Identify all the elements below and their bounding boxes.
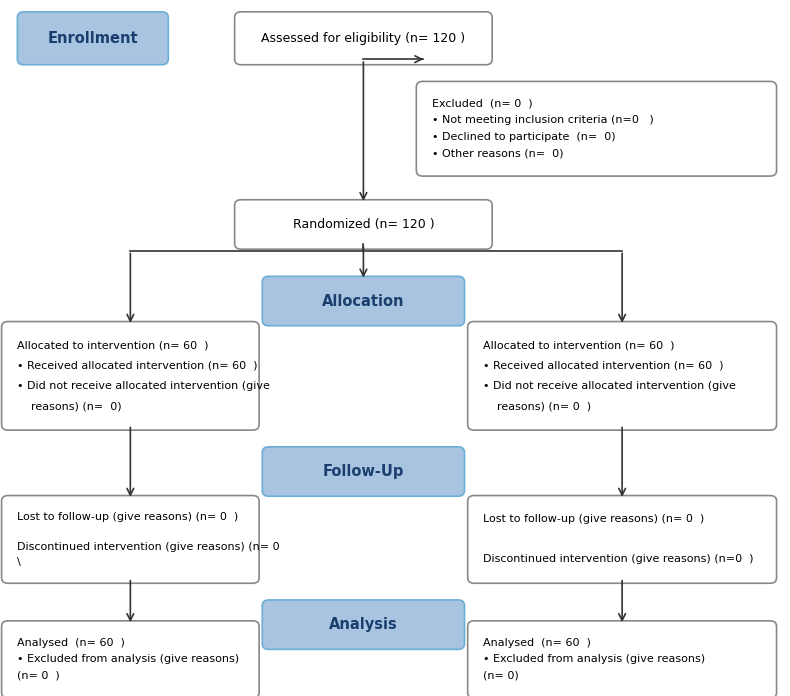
Text: (n= 0): (n= 0) (483, 671, 519, 681)
Text: • Declined to participate  (n=  0): • Declined to participate (n= 0) (432, 132, 615, 142)
Text: Assessed for eligibility (n= 120 ): Assessed for eligibility (n= 120 ) (261, 32, 465, 45)
Text: Lost to follow-up (give reasons) (n= 0  ): Lost to follow-up (give reasons) (n= 0 ) (483, 514, 705, 525)
Text: • Excluded from analysis (give reasons): • Excluded from analysis (give reasons) (483, 654, 705, 665)
Text: Excluded  (n= 0  ): Excluded (n= 0 ) (432, 99, 532, 109)
Text: Analysis: Analysis (329, 617, 398, 632)
Text: • Not meeting inclusion criteria (n=0   ): • Not meeting inclusion criteria (n=0 ) (432, 116, 654, 125)
Text: Discontinued intervention (give reasons) (n= 0: Discontinued intervention (give reasons)… (17, 542, 280, 552)
FancyBboxPatch shape (468, 322, 777, 430)
Text: Randomized (n= 120 ): Randomized (n= 120 ) (292, 218, 435, 231)
Text: • Other reasons (n=  0): • Other reasons (n= 0) (432, 149, 563, 159)
Text: Discontinued intervention (give reasons) (n=0  ): Discontinued intervention (give reasons)… (483, 554, 754, 564)
Text: (n= 0  ): (n= 0 ) (17, 671, 60, 681)
Text: Allocation: Allocation (322, 294, 404, 308)
Text: reasons) (n= 0  ): reasons) (n= 0 ) (483, 401, 592, 411)
Text: • Did not receive allocated intervention (give: • Did not receive allocated intervention… (483, 381, 736, 391)
FancyBboxPatch shape (2, 322, 259, 430)
Text: • Received allocated intervention (n= 60  ): • Received allocated intervention (n= 60… (17, 361, 258, 371)
Text: • Did not receive allocated intervention (give: • Did not receive allocated intervention… (17, 381, 270, 391)
Text: reasons) (n=  0): reasons) (n= 0) (17, 401, 122, 411)
Text: • Excluded from analysis (give reasons): • Excluded from analysis (give reasons) (17, 654, 239, 665)
Text: Allocated to intervention (n= 60  ): Allocated to intervention (n= 60 ) (483, 340, 675, 351)
FancyBboxPatch shape (468, 621, 777, 696)
FancyBboxPatch shape (17, 12, 168, 65)
FancyBboxPatch shape (468, 496, 777, 583)
FancyBboxPatch shape (416, 81, 777, 176)
FancyBboxPatch shape (2, 621, 259, 696)
FancyBboxPatch shape (2, 496, 259, 583)
Text: • Received allocated intervention (n= 60  ): • Received allocated intervention (n= 60… (483, 361, 724, 371)
Text: Analysed  (n= 60  ): Analysed (n= 60 ) (483, 638, 592, 648)
Text: Follow-Up: Follow-Up (322, 464, 404, 479)
FancyBboxPatch shape (262, 276, 465, 326)
FancyBboxPatch shape (262, 447, 465, 496)
Text: \: \ (17, 557, 21, 567)
Text: Enrollment: Enrollment (47, 31, 138, 46)
Text: Allocated to intervention (n= 60  ): Allocated to intervention (n= 60 ) (17, 340, 209, 351)
Text: Lost to follow-up (give reasons) (n= 0  ): Lost to follow-up (give reasons) (n= 0 ) (17, 512, 239, 522)
FancyBboxPatch shape (235, 12, 492, 65)
FancyBboxPatch shape (235, 200, 492, 249)
Text: Analysed  (n= 60  ): Analysed (n= 60 ) (17, 638, 126, 648)
FancyBboxPatch shape (262, 600, 465, 649)
